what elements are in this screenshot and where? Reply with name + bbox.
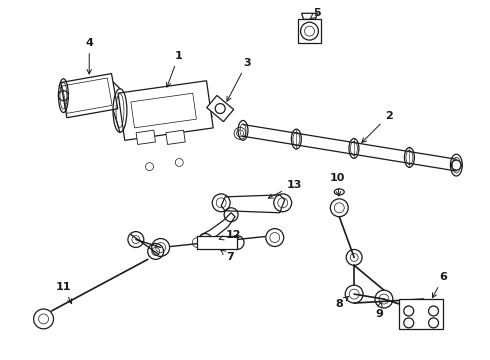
Text: 5: 5 <box>310 8 321 19</box>
Polygon shape <box>136 130 155 144</box>
Polygon shape <box>399 299 443 329</box>
Polygon shape <box>199 213 235 243</box>
Text: 13: 13 <box>269 180 302 198</box>
Text: 11: 11 <box>56 282 72 303</box>
Polygon shape <box>131 93 196 128</box>
Text: 2: 2 <box>362 111 393 143</box>
Text: 12: 12 <box>219 230 241 240</box>
Polygon shape <box>166 130 185 144</box>
Text: 10: 10 <box>330 173 345 196</box>
Text: 1: 1 <box>167 51 182 87</box>
Text: 8: 8 <box>335 297 348 309</box>
Text: 6: 6 <box>432 272 447 298</box>
Text: 9: 9 <box>375 302 383 319</box>
Polygon shape <box>301 13 318 19</box>
Bar <box>197 235 237 249</box>
Polygon shape <box>118 81 213 140</box>
Polygon shape <box>61 73 118 118</box>
Polygon shape <box>207 95 234 122</box>
Text: 3: 3 <box>227 58 251 101</box>
Text: 7: 7 <box>221 250 234 262</box>
Text: 4: 4 <box>85 38 93 74</box>
Polygon shape <box>221 195 285 213</box>
Polygon shape <box>62 78 112 113</box>
Polygon shape <box>297 19 321 43</box>
